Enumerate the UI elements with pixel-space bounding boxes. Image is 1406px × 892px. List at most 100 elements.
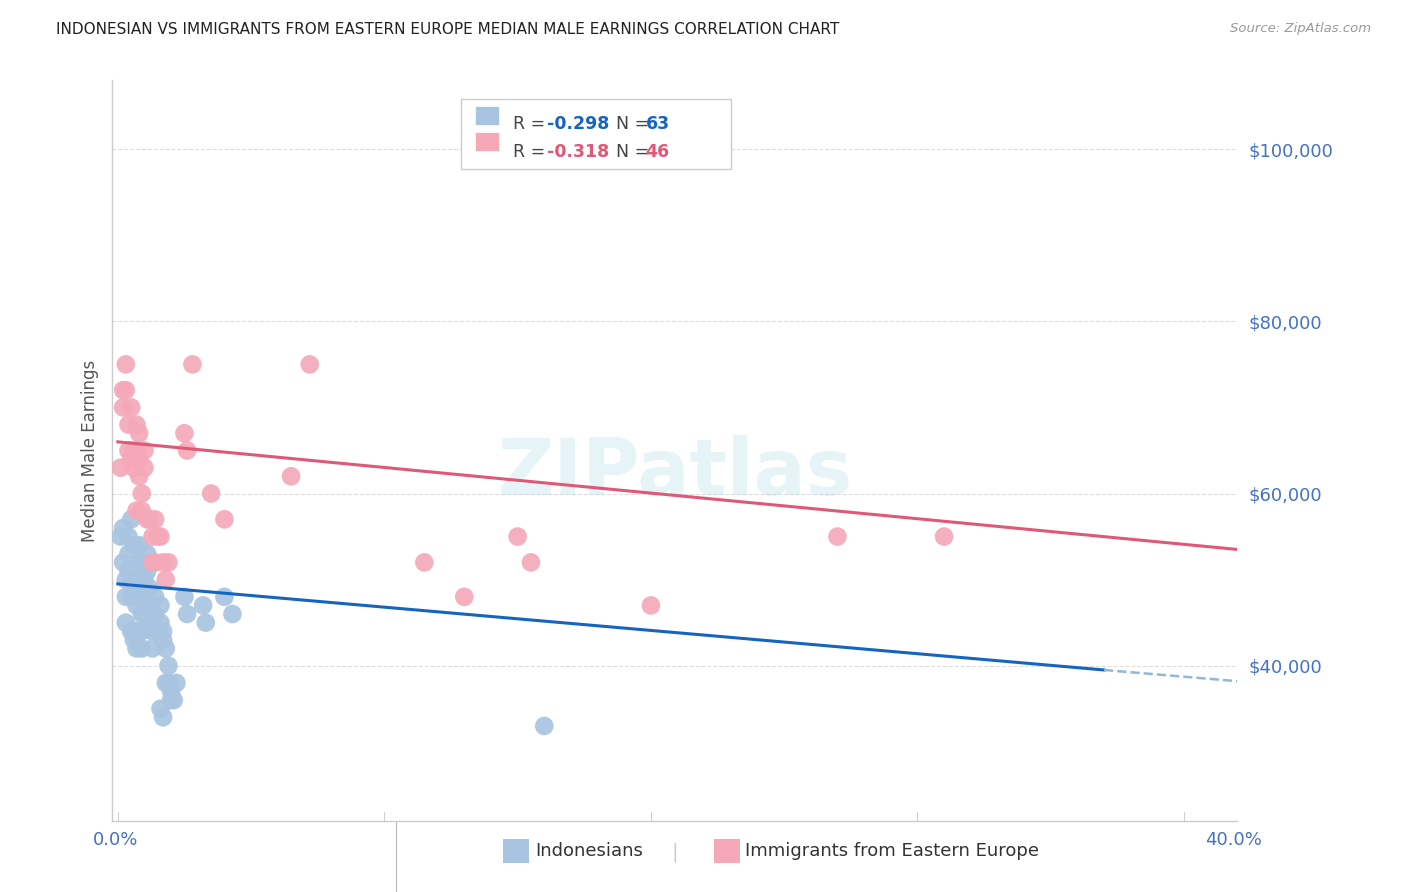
Point xyxy=(128,555,150,569)
Point xyxy=(176,443,198,458)
Point xyxy=(112,401,135,415)
Point xyxy=(125,573,148,587)
Point xyxy=(110,460,132,475)
Point xyxy=(120,573,142,587)
Text: -0.318: -0.318 xyxy=(547,144,609,161)
Text: Immigrants from Eastern Europe: Immigrants from Eastern Europe xyxy=(745,842,1039,860)
Point xyxy=(134,555,156,569)
Point xyxy=(112,521,135,535)
Text: Source: ZipAtlas.com: Source: ZipAtlas.com xyxy=(1230,22,1371,36)
Point xyxy=(134,607,156,621)
Point xyxy=(146,624,169,639)
Point xyxy=(155,641,177,656)
Point xyxy=(128,538,150,552)
Text: 63: 63 xyxy=(645,115,669,133)
Point xyxy=(134,443,156,458)
Point xyxy=(114,357,136,371)
Point xyxy=(163,693,186,707)
Point xyxy=(128,573,150,587)
Point xyxy=(149,530,172,544)
Point xyxy=(112,555,135,569)
Point xyxy=(117,564,139,578)
Point xyxy=(136,547,159,561)
Text: INDONESIAN VS IMMIGRANTS FROM EASTERN EUROPE MEDIAN MALE EARNINGS CORRELATION CH: INDONESIAN VS IMMIGRANTS FROM EASTERN EU… xyxy=(56,22,839,37)
Point xyxy=(120,452,142,467)
Point xyxy=(117,530,139,544)
Point xyxy=(280,469,302,483)
Point xyxy=(114,615,136,630)
Point xyxy=(141,530,163,544)
Text: N =: N = xyxy=(605,144,655,161)
Point xyxy=(932,530,955,544)
Point xyxy=(122,538,145,552)
Point xyxy=(134,590,156,604)
Point xyxy=(131,607,153,621)
Point xyxy=(114,590,136,604)
Bar xyxy=(475,106,499,125)
Text: R =: R = xyxy=(513,115,551,133)
Text: ZIPatlas: ZIPatlas xyxy=(498,434,852,511)
Point xyxy=(173,590,195,604)
Bar xyxy=(475,132,499,151)
Point xyxy=(152,555,174,569)
Point xyxy=(214,590,236,604)
Point xyxy=(131,504,153,518)
Point xyxy=(827,530,849,544)
Point xyxy=(221,607,243,621)
Point xyxy=(157,555,180,569)
Point xyxy=(125,641,148,656)
Point xyxy=(125,443,148,458)
Point xyxy=(117,443,139,458)
Text: |: | xyxy=(672,842,678,862)
Point xyxy=(520,555,543,569)
Point xyxy=(200,486,222,500)
Point xyxy=(128,469,150,483)
Point xyxy=(160,684,183,698)
Point xyxy=(453,590,475,604)
Text: N =: N = xyxy=(605,115,655,133)
Point xyxy=(194,615,217,630)
Point xyxy=(125,417,148,432)
Point xyxy=(141,641,163,656)
Point xyxy=(176,607,198,621)
Point xyxy=(131,486,153,500)
Point xyxy=(152,710,174,724)
Text: 46: 46 xyxy=(645,144,669,161)
Point xyxy=(122,460,145,475)
Point xyxy=(128,452,150,467)
Text: -0.298: -0.298 xyxy=(547,115,609,133)
Point xyxy=(149,615,172,630)
Point xyxy=(136,512,159,526)
Point xyxy=(139,615,162,630)
Point xyxy=(120,590,142,604)
Point xyxy=(112,383,135,397)
Y-axis label: Median Male Earnings: Median Male Earnings xyxy=(80,359,98,541)
Point xyxy=(533,719,555,733)
Point xyxy=(128,426,150,441)
Point xyxy=(125,504,148,518)
Text: R =: R = xyxy=(513,144,551,161)
Point xyxy=(139,581,162,595)
Point xyxy=(155,676,177,690)
Point xyxy=(157,676,180,690)
Point xyxy=(155,573,177,587)
Point xyxy=(141,624,163,639)
Point xyxy=(114,383,136,397)
Point xyxy=(117,417,139,432)
Point xyxy=(122,632,145,647)
Point xyxy=(134,573,156,587)
Point xyxy=(128,590,150,604)
Point xyxy=(134,460,156,475)
Point xyxy=(141,555,163,569)
Point xyxy=(110,530,132,544)
Point xyxy=(136,564,159,578)
Point xyxy=(143,555,166,569)
Point xyxy=(114,573,136,587)
Point xyxy=(122,590,145,604)
Point xyxy=(143,607,166,621)
Point xyxy=(143,590,166,604)
Point xyxy=(640,599,662,613)
Point xyxy=(122,624,145,639)
Point xyxy=(152,632,174,647)
Point xyxy=(131,624,153,639)
